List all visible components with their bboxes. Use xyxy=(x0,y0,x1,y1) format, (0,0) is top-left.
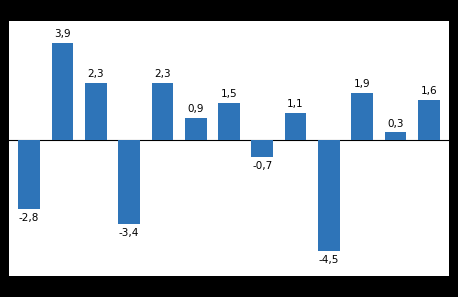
Bar xyxy=(385,132,406,140)
Bar xyxy=(218,103,240,140)
Text: -3,4: -3,4 xyxy=(119,228,139,238)
Bar xyxy=(118,140,140,224)
Text: 0,9: 0,9 xyxy=(187,104,204,114)
Text: 1,9: 1,9 xyxy=(354,79,371,89)
Bar xyxy=(152,83,173,140)
Text: -2,8: -2,8 xyxy=(19,213,39,223)
Bar xyxy=(318,140,340,252)
Bar xyxy=(251,140,273,157)
Bar xyxy=(418,100,440,140)
Text: 0,3: 0,3 xyxy=(387,119,404,129)
Text: -0,7: -0,7 xyxy=(252,161,273,171)
Text: 2,3: 2,3 xyxy=(154,69,171,79)
Bar xyxy=(18,140,40,209)
Text: 1,5: 1,5 xyxy=(221,89,237,99)
Text: 1,1: 1,1 xyxy=(287,99,304,109)
Bar xyxy=(351,93,373,140)
Bar xyxy=(85,83,107,140)
Text: 2,3: 2,3 xyxy=(87,69,104,79)
Bar xyxy=(285,113,306,140)
Text: 3,9: 3,9 xyxy=(54,29,71,40)
Bar xyxy=(185,118,207,140)
Text: 1,6: 1,6 xyxy=(420,86,437,97)
Bar xyxy=(52,43,73,140)
Text: -4,5: -4,5 xyxy=(319,255,339,265)
